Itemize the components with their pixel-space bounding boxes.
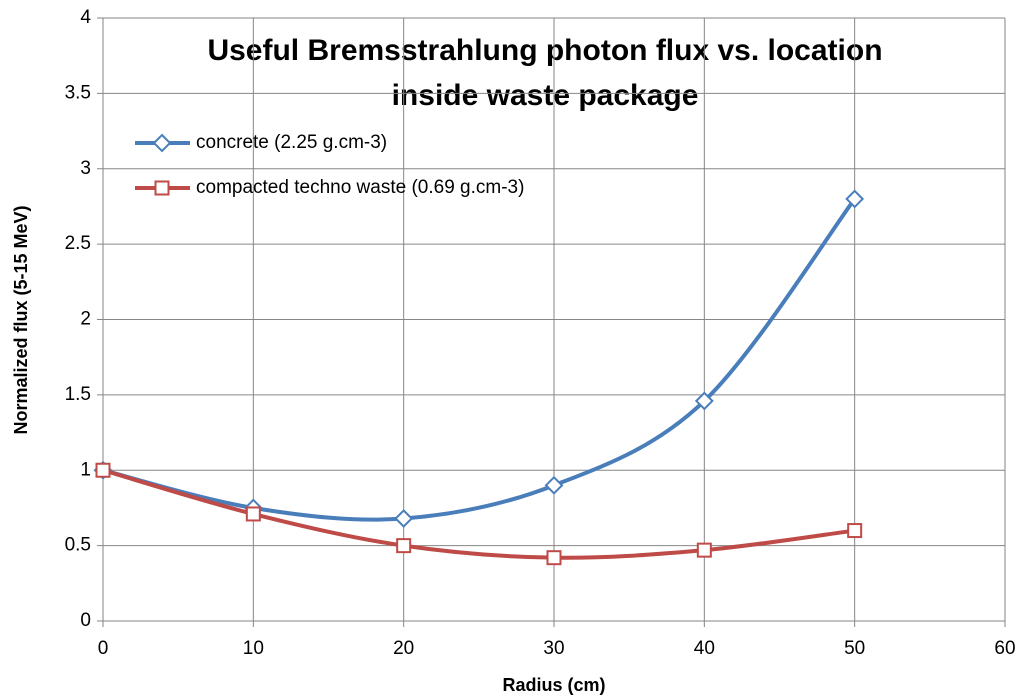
y-tick-label: 0 (80, 610, 91, 631)
y-tick-label: 2.5 (65, 233, 91, 254)
marker (245, 506, 261, 522)
y-tick-label: 3 (80, 158, 91, 179)
y-tick-label: 2 (80, 309, 91, 330)
marker (546, 550, 562, 566)
x-tick-label: 40 (694, 638, 715, 659)
x-tick-label: 50 (844, 638, 865, 659)
marker (845, 189, 865, 209)
x-tick-label: 0 (98, 638, 109, 659)
y-tick-label: 3.5 (65, 82, 91, 103)
legend-marker (152, 133, 172, 153)
marker (394, 509, 414, 528)
legend-label: compacted techno waste (0.69 g.cm-3) (196, 177, 524, 198)
marker (396, 538, 412, 554)
x-tick-label: 10 (243, 638, 264, 659)
legend-marker (154, 180, 170, 196)
x-tick-label: 60 (994, 638, 1015, 659)
chart-title: inside waste package (392, 79, 699, 112)
y-tick-label: 0.5 (65, 535, 91, 556)
chart-title: Useful Bremsstrahlung photon flux vs. lo… (207, 34, 882, 67)
marker (95, 462, 111, 478)
y-tick-label: 1 (80, 459, 91, 480)
series-line (102, 197, 857, 522)
marker (694, 391, 714, 411)
series-line (102, 468, 855, 560)
legend-label: concrete (2.25 g.cm-3) (196, 132, 387, 153)
x-axis-title: Radius (cm) (502, 675, 605, 695)
marker (544, 475, 564, 495)
y-axis-title: Normalized flux (5-15 MeV) (11, 205, 31, 434)
y-tick-label: 1.5 (65, 384, 91, 405)
marker (696, 542, 712, 558)
x-tick-label: 20 (393, 638, 414, 659)
x-tick-label: 30 (543, 638, 564, 659)
y-tick-label: 4 (80, 7, 91, 28)
marker (847, 523, 863, 539)
